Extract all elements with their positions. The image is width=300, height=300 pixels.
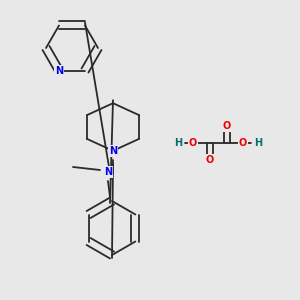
Text: O: O xyxy=(223,121,231,131)
Text: N: N xyxy=(109,146,117,156)
Text: O: O xyxy=(206,155,214,165)
Text: H: H xyxy=(254,138,262,148)
Text: H: H xyxy=(174,138,182,148)
Text: N: N xyxy=(55,65,63,76)
Text: O: O xyxy=(239,138,247,148)
Text: N: N xyxy=(104,167,112,177)
Text: O: O xyxy=(189,138,197,148)
